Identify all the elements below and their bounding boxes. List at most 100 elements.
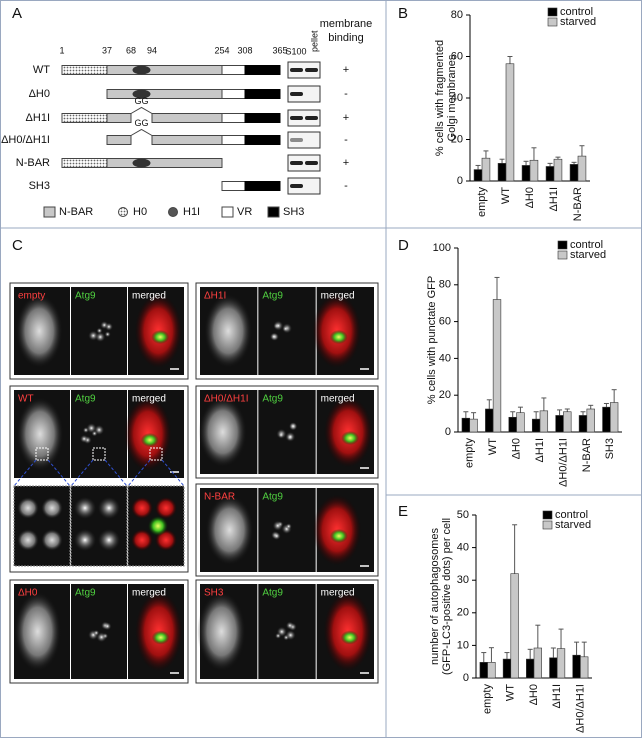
- zoom-signal: [41, 529, 63, 551]
- x-tick-label: WT: [505, 684, 517, 701]
- residue-position: 254: [214, 45, 229, 55]
- h0-domain: [61, 158, 108, 168]
- h1i-domain: [132, 158, 151, 168]
- legend-label: starved: [560, 16, 596, 28]
- vr-domain: [221, 135, 246, 145]
- channel-label: N-BAR: [204, 492, 235, 503]
- channel-label: merged: [321, 588, 355, 599]
- bar: [556, 648, 566, 679]
- sh3-domain: [244, 135, 281, 145]
- zoom-image: [70, 485, 128, 567]
- y-tick-label: 60: [439, 316, 451, 328]
- cell-signal: [198, 396, 247, 468]
- y-tick-label: 50: [457, 509, 469, 521]
- zoom-link: [13, 459, 37, 487]
- bar: [473, 169, 483, 182]
- construct-name: ΔH1I: [26, 112, 50, 124]
- atg9-signal: [151, 330, 170, 344]
- h1i-domain: [132, 89, 151, 99]
- zoom-signal: [131, 529, 153, 551]
- nbar-domain: [106, 158, 223, 168]
- bar: [563, 411, 572, 433]
- blot: [287, 131, 321, 149]
- y-tick-label: 80: [451, 9, 463, 21]
- zoom-signal: [74, 529, 96, 551]
- legend-swatch: [547, 7, 558, 17]
- panel-label: A: [12, 5, 22, 22]
- blot: [287, 61, 321, 79]
- y-axis-label: (GFP-LC3-positive dots) per cell: [441, 518, 453, 675]
- construct-name: SH3: [29, 180, 50, 192]
- panel-label: E: [398, 503, 408, 520]
- nbar-domain: [106, 89, 223, 99]
- atg9-signal: [275, 632, 282, 639]
- bar: [572, 654, 581, 679]
- nbar-domain: [106, 65, 223, 75]
- x-tick-label: ΔH1I: [548, 187, 560, 211]
- y-tick-label: 10: [457, 639, 469, 651]
- y-tick-label: 100: [433, 242, 451, 254]
- legend-label: SH3: [283, 206, 304, 218]
- sh3-domain: [244, 89, 281, 99]
- x-tick-label: ΔH1I: [534, 438, 546, 462]
- panel-label: B: [398, 5, 408, 22]
- atg9-signal: [285, 523, 292, 530]
- y-axis-label: % cells with punctate GFP: [426, 276, 438, 404]
- atg9-signal: [140, 433, 159, 447]
- residue-position: 308: [237, 45, 252, 55]
- x-tick-label: empty: [464, 438, 476, 468]
- y-tick-label: 30: [457, 574, 469, 586]
- channel-label: Atg9: [75, 291, 96, 302]
- y-tick-label: 40: [457, 542, 469, 554]
- bar: [539, 410, 549, 433]
- legend-label: H1I: [183, 206, 200, 218]
- zoom-link: [70, 459, 94, 487]
- construct-name: N-BAR: [16, 157, 50, 169]
- channel-label: SH3: [204, 588, 224, 599]
- channel-label: ΔH0/ΔH1I: [204, 394, 248, 405]
- bar: [479, 662, 488, 679]
- blot: [287, 154, 321, 172]
- atg9-signal: [269, 332, 278, 341]
- zoom-signal: [98, 497, 120, 519]
- residue-position: 365: [272, 45, 287, 55]
- atg9-signal: [273, 320, 284, 331]
- blot-header: pellet: [309, 30, 319, 52]
- atg9-signal: [103, 622, 112, 631]
- mutation-label: GG: [134, 96, 148, 106]
- y-axis-label: Golgi membranes: [446, 54, 458, 141]
- atg9-signal: [329, 529, 348, 543]
- cell-signal: [205, 494, 254, 566]
- x-tick-label: ΔH0: [528, 684, 540, 705]
- atg9-signal: [272, 520, 283, 531]
- atg9-signal: [95, 331, 106, 342]
- bar: [531, 418, 541, 433]
- panel-label: C: [12, 237, 23, 254]
- x-tick-label: ΔH0/ΔH1I: [574, 684, 586, 733]
- micrograph: [258, 390, 316, 474]
- channel-label: ΔH0: [18, 588, 38, 599]
- channel-label: Atg9: [262, 291, 283, 302]
- sh3-domain: [244, 113, 281, 123]
- blot-band: [290, 161, 303, 165]
- atg9-signal: [96, 632, 107, 643]
- legend-label: starved: [555, 519, 591, 531]
- legend-swatch: [43, 206, 56, 218]
- atg9-signal: [285, 431, 296, 442]
- cell-signal: [197, 591, 246, 672]
- residue-position: 1: [59, 45, 64, 55]
- cell-signal: [16, 397, 64, 471]
- legend-swatch: [547, 17, 558, 27]
- h1i-domain: [132, 65, 151, 75]
- zoom-signal: [148, 516, 168, 536]
- bar: [481, 157, 491, 182]
- y-tick-label: 0: [463, 672, 469, 684]
- channel-label: WT: [18, 394, 34, 405]
- bar: [516, 412, 525, 433]
- atg9-signal: [285, 621, 294, 630]
- bar: [549, 657, 558, 679]
- legend-label: N-BAR: [59, 206, 93, 218]
- bar: [580, 656, 589, 679]
- atg9-signal: [278, 431, 285, 438]
